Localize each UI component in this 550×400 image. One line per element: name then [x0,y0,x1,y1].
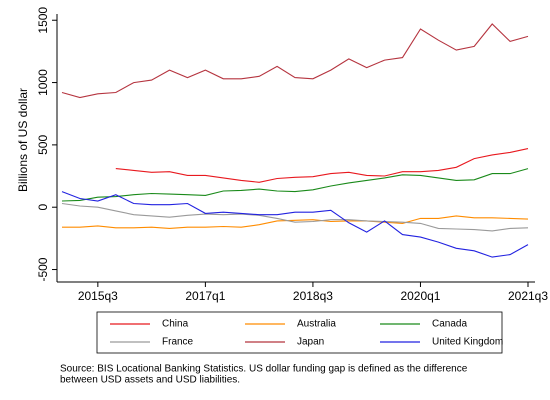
x-tick-label: 2015q3 [78,289,118,303]
series-line [61,202,529,232]
series-line [62,215,529,229]
y-axis-label: Billions of US dollar [16,88,30,192]
y-tick-label: -500 [36,257,50,281]
source-note: between USD assets and USD liabilities. [60,375,240,386]
legend-label: Australia [297,319,336,330]
x-tick-label: 2021q3 [508,289,548,303]
x-tick-label: 2018q3 [293,289,333,303]
y-tick-label: 0 [36,204,50,211]
x-tick-label: 2017q1 [185,289,225,303]
series-line [61,168,529,202]
y-tick-label: 1500 [36,7,50,34]
source-note: Source: BIS Locational Banking Statistic… [60,364,468,375]
x-tick-label: 2020q1 [400,289,440,303]
series-line [61,191,529,258]
legend-label: China [162,319,189,330]
legend-label: France [162,337,194,348]
legend-label: United Kingdom [432,337,503,348]
series-line [115,148,529,183]
legend-label: Canada [432,319,467,330]
legend-label: Japan [297,337,324,348]
legend-box [96,311,503,354]
y-tick-label: 1000 [36,69,50,96]
y-tick-label: 500 [36,135,50,155]
series-line [61,23,529,99]
